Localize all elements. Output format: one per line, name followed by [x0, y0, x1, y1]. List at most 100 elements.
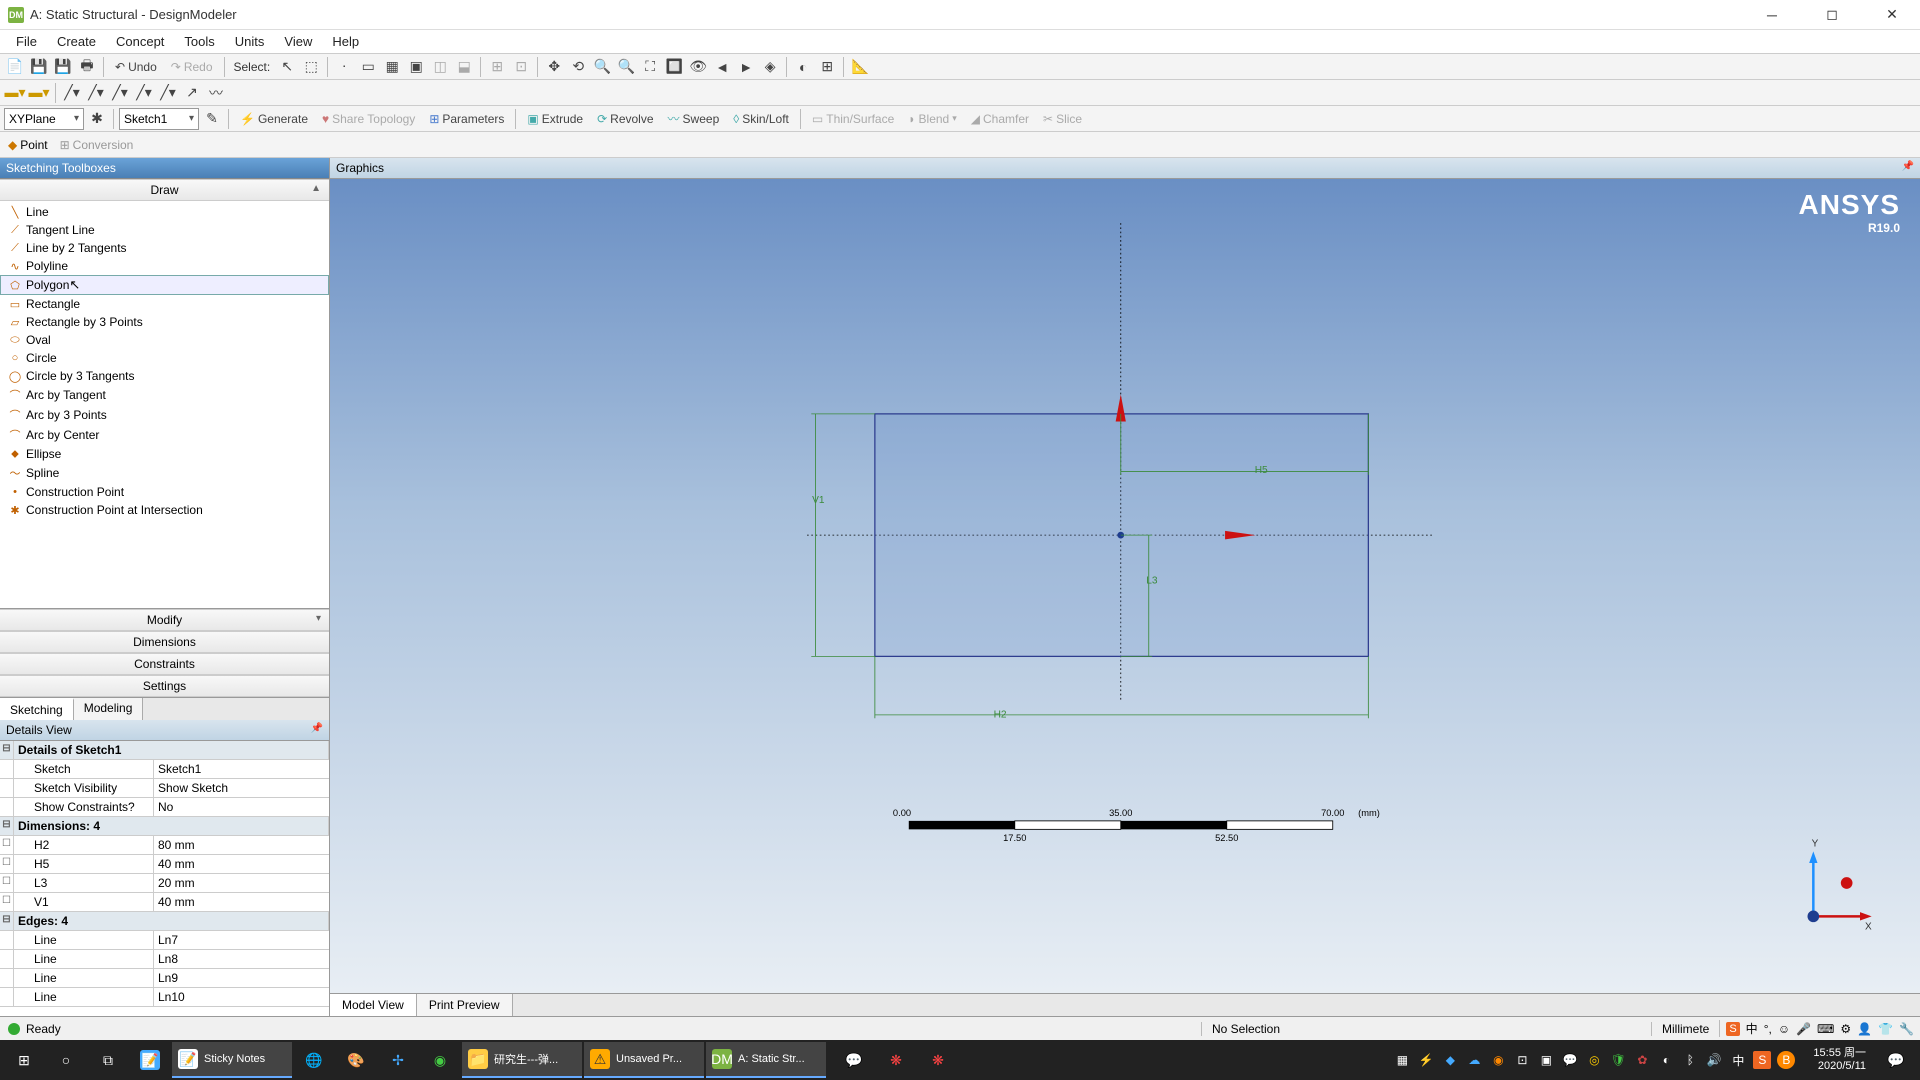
rotate-icon[interactable]: ⟲: [567, 56, 589, 78]
taskview-icon[interactable]: ⧉: [88, 1042, 128, 1078]
model-view-tab[interactable]: Model View: [330, 994, 417, 1016]
open-icon[interactable]: 💾: [28, 56, 50, 78]
tray-f-icon[interactable]: 🛡: [1609, 1051, 1627, 1069]
maximize-button[interactable]: ◻: [1812, 3, 1852, 27]
details-row[interactable]: LineLn8: [0, 950, 329, 969]
details-row[interactable]: LineLn10: [0, 988, 329, 1007]
ime-person-icon[interactable]: 👤: [1857, 1022, 1872, 1036]
display-icon[interactable]: ◐: [792, 56, 814, 78]
skinloft-button[interactable]: ◊Skin/Loft: [727, 108, 795, 130]
details-row[interactable]: Show Constraints?No: [0, 798, 329, 817]
save-icon[interactable]: 💾: [52, 56, 74, 78]
draw-item-rectangle-by-3-points[interactable]: ▱Rectangle by 3 Points: [0, 313, 329, 331]
line-tool-icon[interactable]: ╱▾: [61, 82, 83, 104]
filter-d-icon[interactable]: ◫: [429, 56, 451, 78]
triad[interactable]: Y X: [1780, 833, 1880, 933]
details-row[interactable]: ☐V140 mm: [0, 893, 329, 912]
tray-h-icon[interactable]: ◐: [1657, 1051, 1675, 1069]
line-tool3-icon[interactable]: ╱▾: [109, 82, 131, 104]
draw-item-arc-by-3-points[interactable]: ⌒Arc by 3 Points: [0, 405, 329, 425]
cortana-icon[interactable]: ○: [46, 1042, 86, 1078]
wireframe-icon[interactable]: ⊞: [816, 56, 838, 78]
details-row[interactable]: ☐H540 mm: [0, 855, 329, 874]
ime-mic-icon[interactable]: 🎤: [1796, 1022, 1811, 1036]
menu-create[interactable]: Create: [47, 32, 106, 51]
extrude-button[interactable]: ▣Extrude: [521, 108, 589, 130]
color2-icon[interactable]: ▬▾: [28, 82, 50, 104]
extend-sel2-icon[interactable]: ⊡: [510, 56, 532, 78]
line-tool2-icon[interactable]: ╱▾: [85, 82, 107, 104]
ime-punct-icon[interactable]: °,: [1764, 1022, 1772, 1036]
graphics-canvas[interactable]: V1H5L3H20.0035.0070.00(mm)17.5052.50 ANS…: [330, 179, 1920, 993]
blend-button[interactable]: ◗Blend▾: [902, 108, 962, 130]
draw-item-spline[interactable]: 〜Spline: [0, 463, 329, 483]
print-icon[interactable]: 🖶: [76, 56, 98, 78]
filter-body-icon[interactable]: ▣: [405, 56, 427, 78]
generate-button[interactable]: ⚡Generate: [234, 108, 314, 130]
draw-item-construction-point[interactable]: •Construction Point: [0, 483, 329, 501]
battery-icon[interactable]: ⚡: [1417, 1051, 1435, 1069]
details-row[interactable]: LineLn7: [0, 931, 329, 950]
filter-edge-icon[interactable]: ▭: [357, 56, 379, 78]
tray-app2-icon[interactable]: ❋: [918, 1042, 958, 1078]
details-header-row[interactable]: ⊟Dimensions: 4: [0, 817, 329, 836]
zoom-out-icon[interactable]: 🔍: [615, 56, 637, 78]
redo-button[interactable]: ↷Redo: [165, 56, 219, 78]
ruler-icon[interactable]: 📐: [849, 56, 871, 78]
new-sketch-icon[interactable]: ✎: [201, 108, 223, 130]
volume-icon[interactable]: 🔊: [1705, 1051, 1723, 1069]
close-button[interactable]: ✕: [1872, 3, 1912, 27]
tray-d-icon[interactable]: 💬: [1561, 1051, 1579, 1069]
app-misc2-icon[interactable]: ◉: [420, 1042, 460, 1078]
modify-category[interactable]: Modify▾: [0, 609, 329, 631]
draw-item-arc-by-center[interactable]: ⌒Arc by Center: [0, 425, 329, 445]
draw-item-arc-by-tangent[interactable]: ⌒Arc by Tangent: [0, 385, 329, 405]
ime-lang[interactable]: 中: [1746, 1020, 1758, 1037]
chrome-icon[interactable]: 🌐: [294, 1042, 334, 1078]
ime-emoji-icon[interactable]: ☺: [1778, 1022, 1790, 1036]
menu-concept[interactable]: Concept: [106, 32, 174, 51]
lang-icon[interactable]: 中: [1729, 1051, 1747, 1069]
print-preview-tab[interactable]: Print Preview: [417, 994, 513, 1016]
look-at-icon[interactable]: 👁: [687, 56, 709, 78]
ime-icon[interactable]: S: [1726, 1022, 1739, 1036]
iso-icon[interactable]: ◈: [759, 56, 781, 78]
ime-keyboard-icon[interactable]: ⌨: [1817, 1022, 1834, 1036]
new-icon[interactable]: 📄: [4, 56, 26, 78]
zoom-fit-icon[interactable]: ⛶: [639, 56, 661, 78]
tray-user-icon[interactable]: B: [1777, 1051, 1795, 1069]
grid-icon[interactable]: ▦: [1393, 1051, 1411, 1069]
menu-tools[interactable]: Tools: [174, 32, 224, 51]
sketch-select[interactable]: Sketch1: [119, 108, 199, 130]
ime-tool-icon[interactable]: 🔧: [1899, 1022, 1914, 1036]
share-topology-button[interactable]: ♥Share Topology: [316, 108, 421, 130]
constraints-category[interactable]: Constraints: [0, 653, 329, 675]
select-new-icon[interactable]: ⬚: [300, 56, 322, 78]
menu-file[interactable]: File: [6, 32, 47, 51]
task-unsaved[interactable]: ⚠Unsaved Pr...: [584, 1042, 704, 1078]
cloud-icon[interactable]: ☁: [1465, 1051, 1483, 1069]
color1-icon[interactable]: ▬▾: [4, 82, 26, 104]
paint-icon[interactable]: 🎨: [336, 1042, 376, 1078]
settings-category[interactable]: Settings: [0, 675, 329, 697]
draw-item-construction-point-at-intersection[interactable]: ✱Construction Point at Intersection: [0, 501, 329, 519]
draw-category[interactable]: Draw▲: [0, 179, 329, 201]
dimensions-category[interactable]: Dimensions: [0, 631, 329, 653]
slice-button[interactable]: ✂Slice: [1037, 108, 1088, 130]
ime-shirt-icon[interactable]: 👕: [1878, 1022, 1893, 1036]
bluetooth-icon[interactable]: ᛒ: [1681, 1051, 1699, 1069]
spline-tool-icon[interactable]: 〰: [205, 82, 227, 104]
tray-e-icon[interactable]: ◎: [1585, 1051, 1603, 1069]
draw-item-ellipse[interactable]: ⬥Ellipse: [0, 445, 329, 463]
select-cursor-icon[interactable]: ↖: [276, 56, 298, 78]
arrow-tool-icon[interactable]: ↗: [181, 82, 203, 104]
details-row[interactable]: Sketch VisibilityShow Sketch: [0, 779, 329, 798]
prev-view-icon[interactable]: ◄: [711, 56, 733, 78]
zoom-box-icon[interactable]: 🔲: [663, 56, 685, 78]
details-row[interactable]: LineLn9: [0, 969, 329, 988]
draw-item-circle-by-3-tangents[interactable]: ◯Circle by 3 Tangents: [0, 367, 329, 385]
extend-sel-icon[interactable]: ⊞: [486, 56, 508, 78]
tray-b-icon[interactable]: ⊡: [1513, 1051, 1531, 1069]
task-static-str[interactable]: DMA: Static Str...: [706, 1042, 826, 1078]
details-row[interactable]: SketchSketch1: [0, 760, 329, 779]
